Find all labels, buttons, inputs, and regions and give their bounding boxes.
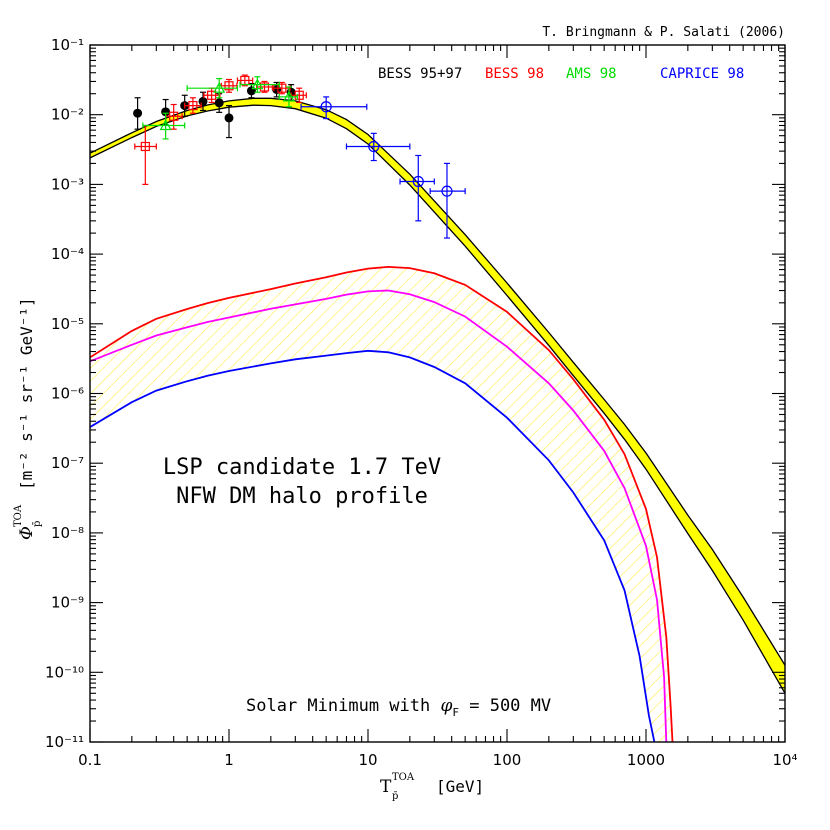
legend-entry-ams-98: AMS 98 <box>566 66 617 82</box>
plot-frame <box>89 44 786 743</box>
y-tick-label: 10⁻⁹ <box>51 594 84 612</box>
y-tick-label: 10⁻⁸ <box>51 524 84 542</box>
marker <box>140 141 150 152</box>
y-tick-label: 10⁻² <box>51 106 84 124</box>
caprice-98-point-3 <box>399 154 435 222</box>
y-axis-symbol: Φ <box>17 526 37 540</box>
bess-95-97-point-6 <box>224 105 234 139</box>
solar-minimum-annotation: Solar Minimum with φF = 500 MV <box>246 696 551 719</box>
axis-ticks: 0.1 1 10 100 1000 10⁴ 10⁻¹¹ 10⁻¹⁰ 10⁻⁹ 10⁻⁸ 10⁻⁷ 10… <box>45 36 798 769</box>
y-axis-superscript: TOA <box>13 504 24 527</box>
marker <box>259 82 270 92</box>
marker <box>198 96 208 106</box>
ams-98-point-3 <box>239 76 280 93</box>
marker <box>224 81 234 91</box>
bess-98-point-9 <box>290 87 307 104</box>
ams-98-point-1 <box>142 112 186 140</box>
x-axis-label: T TOA p̄ [GeV] <box>380 772 484 802</box>
x-tick-label: 100 <box>493 751 522 769</box>
background-band-upper-line <box>90 97 785 666</box>
marker <box>161 107 171 117</box>
signal-band-layer <box>90 265 674 742</box>
x-tick-label: 1 <box>224 751 234 769</box>
bess-95-97-point-1 <box>133 97 143 130</box>
marker <box>169 111 179 121</box>
y-axis-unit: [m⁻² s⁻¹ sr⁻¹ GeV⁻¹] <box>17 297 36 490</box>
marker <box>251 78 264 90</box>
legend-entry-bess-98: BESS 98 <box>485 66 544 82</box>
y-axis-label: Φ TOA p̄ [m⁻² s⁻¹ sr⁻¹ GeV⁻¹] <box>13 297 43 540</box>
x-axis-superscript: TOA <box>392 772 415 783</box>
background-band-layer <box>90 97 785 694</box>
marker <box>224 113 234 123</box>
signal-flux-line-2 <box>90 289 668 742</box>
signal-band-hatch <box>90 266 673 742</box>
marker <box>246 86 256 96</box>
y-tick-label: 10⁻¹⁰ <box>45 663 84 681</box>
marker <box>441 185 453 197</box>
candidate-annotation: LSP candidate 1.7 TeV NFW DM halo profil… <box>163 455 441 509</box>
y-tick-label: 10⁻⁶ <box>51 385 84 403</box>
marker <box>282 90 295 102</box>
data-points-layer <box>133 74 466 239</box>
marker <box>133 108 143 118</box>
marker <box>159 119 172 131</box>
caprice-98-point-2 <box>345 132 411 162</box>
bess-98-point-7 <box>256 80 273 93</box>
bess-98-point-3 <box>184 97 202 114</box>
legend: BESS 95+97 BESS 98 AMS 98 CAPRICE 98 <box>378 66 744 82</box>
marker <box>320 101 332 113</box>
legend-entry-bess-95-97: BESS 95+97 <box>378 66 462 82</box>
x-axis-unit: [GeV] <box>436 777 484 796</box>
ams-98-point-4 <box>278 86 298 108</box>
x-tick-label: 1000 <box>627 751 665 769</box>
marker <box>277 83 287 93</box>
y-tick-label: 10⁻¹¹ <box>45 733 84 751</box>
background-band-fill <box>90 98 785 694</box>
y-tick-label: 10⁻³ <box>51 175 84 193</box>
candidate-line-1: LSP candidate 1.7 TeV <box>163 455 441 480</box>
bess-95-97-point-3 <box>180 94 190 117</box>
marker <box>214 98 224 108</box>
marker <box>294 90 304 100</box>
bess-98-point-6 <box>236 74 254 87</box>
marker <box>213 81 226 93</box>
y-axis-subscript: p̄ <box>32 521 43 527</box>
x-axis-subscript: p̄ <box>392 791 398 802</box>
background-band-lower-line <box>90 104 785 694</box>
marker <box>207 90 217 100</box>
y-tick-label: 10⁻⁵ <box>51 315 84 333</box>
signal-flux-line-3 <box>90 349 656 742</box>
x-tick-label: 0.1 <box>78 751 102 769</box>
marker <box>368 140 380 153</box>
ams-98-point-2 <box>186 77 239 99</box>
signal-flux-line-1 <box>90 265 674 742</box>
caprice-98-point-4 <box>429 162 466 239</box>
credit-text: T. Bringmann & P. Salati (2006) <box>542 25 785 40</box>
legend-entry-caprice-98: CAPRICE 98 <box>660 66 744 82</box>
x-tick-label: 10 <box>358 751 377 769</box>
y-tick-label: 10⁻⁴ <box>51 245 84 263</box>
marker <box>188 101 198 111</box>
y-tick-label: 10⁻⁷ <box>51 454 84 472</box>
marker <box>412 175 424 188</box>
x-axis-symbol: T <box>380 777 392 797</box>
x-tick-label: 10⁴ <box>772 751 797 769</box>
caprice-98-point-1 <box>300 96 368 120</box>
candidate-line-2: NFW DM halo profile <box>176 484 428 509</box>
y-tick-label: 10⁻¹ <box>51 36 84 54</box>
